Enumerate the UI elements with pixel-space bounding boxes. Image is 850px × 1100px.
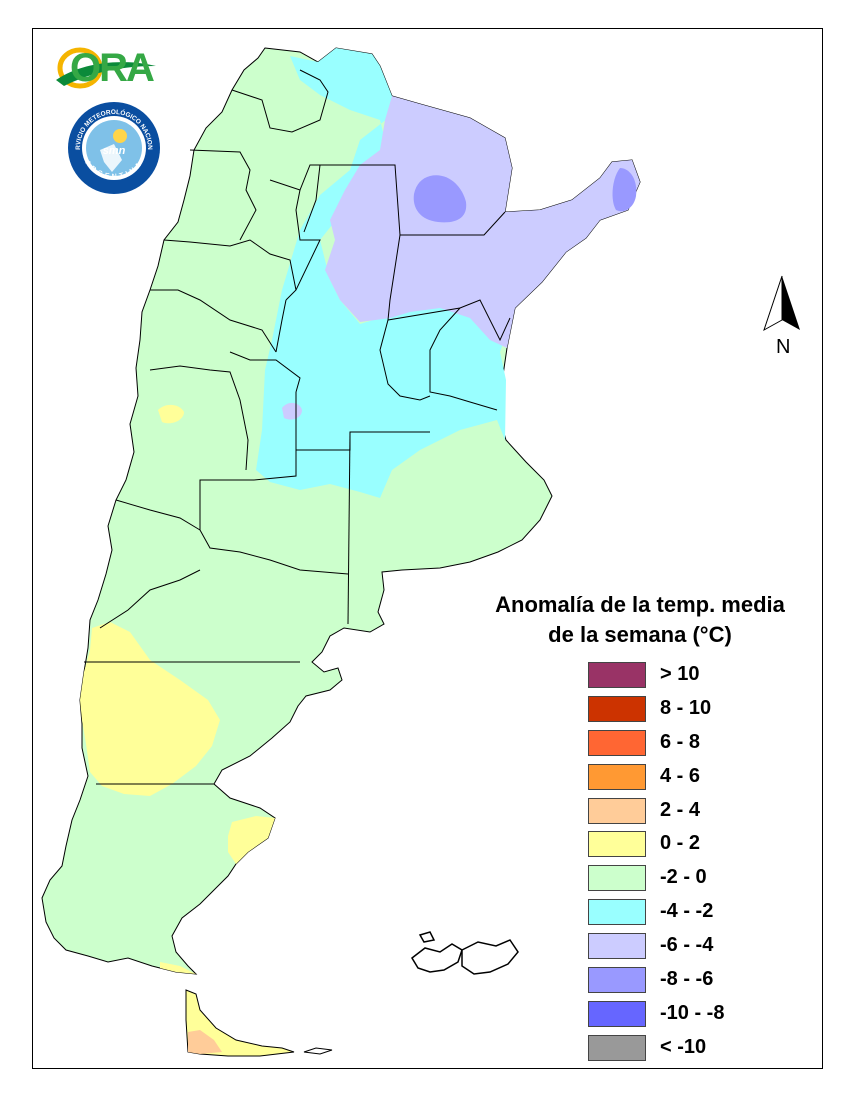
north-arrow: N	[756, 274, 806, 364]
tierra-del-fuego-peach-region	[188, 1030, 222, 1054]
yellow-anomaly-region-coast	[228, 816, 275, 864]
legend-label: -6 - -4	[660, 934, 714, 957]
blue-anomaly-spot-misiones	[612, 168, 637, 212]
legend-label: 4 - 6	[660, 764, 701, 787]
legend-label: -8 - -6	[660, 968, 714, 991]
legend-label: -2 - 0	[660, 866, 707, 889]
legend-label: 2 - 4	[660, 798, 701, 821]
blue-anomaly-spot-misiones-north	[413, 175, 467, 223]
ora-logo-text: ORA	[70, 46, 155, 90]
smn-center-text: smn	[103, 145, 126, 157]
smn-logo: SERVICIO METEOROLÓGICO NACIONAL ARGENTIN…	[64, 95, 162, 196]
north-arrow-icon	[763, 275, 800, 332]
ora-logo-swoosh-icon	[56, 47, 156, 89]
legend-swatch	[588, 899, 646, 926]
isla-de-los-estados	[303, 1047, 333, 1055]
lavender-anomaly-spot-center	[282, 402, 302, 420]
legend-swatch	[588, 967, 646, 994]
smn-seal-icon: SERVICIO METEOROLÓGICO NACIONAL ARGENTIN…	[64, 95, 160, 194]
legend-swatch	[588, 1034, 646, 1061]
legend-swatch	[588, 865, 646, 892]
legend: Anomalía de la temp. media de la semana …	[460, 590, 820, 1061]
legend-label: > 10	[660, 663, 700, 685]
legend-label: 0 - 2	[660, 832, 701, 855]
legend-swatch	[588, 729, 646, 756]
north-label: N	[776, 336, 791, 358]
legend-label: 8 - 10	[660, 696, 712, 719]
legend-label: -10 - -8	[660, 1001, 725, 1024]
legend-label: 6 - 8	[660, 730, 701, 753]
legend-swatch	[588, 662, 646, 688]
legend-label: -4 - -2	[660, 900, 714, 923]
yellow-anomaly-spot-cuyo	[158, 404, 184, 424]
province-boundaries	[84, 69, 511, 785]
legend-title-line1: Anomalía de la temp. media	[495, 592, 785, 617]
malvinas-islands	[411, 931, 519, 975]
legend-title-line2: de la semana (°C)	[548, 622, 732, 647]
legend-swatch	[588, 797, 646, 824]
yellow-anomaly-strip-south	[160, 962, 196, 974]
ora-logo: ORA	[52, 44, 162, 94]
cyan-anomaly-region	[256, 48, 512, 498]
legend-swatch	[588, 763, 646, 790]
legend-swatch	[588, 831, 646, 858]
legend-swatch	[588, 695, 646, 722]
legend-swatch	[588, 1000, 646, 1027]
lavender-anomaly-region	[325, 96, 640, 348]
yellow-anomaly-region-patagonia	[80, 622, 220, 796]
legend-swatch	[588, 933, 646, 960]
legend-label: < -10	[660, 1035, 707, 1058]
